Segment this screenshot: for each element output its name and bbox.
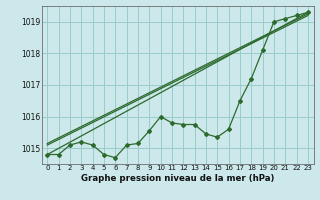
- X-axis label: Graphe pression niveau de la mer (hPa): Graphe pression niveau de la mer (hPa): [81, 174, 274, 183]
